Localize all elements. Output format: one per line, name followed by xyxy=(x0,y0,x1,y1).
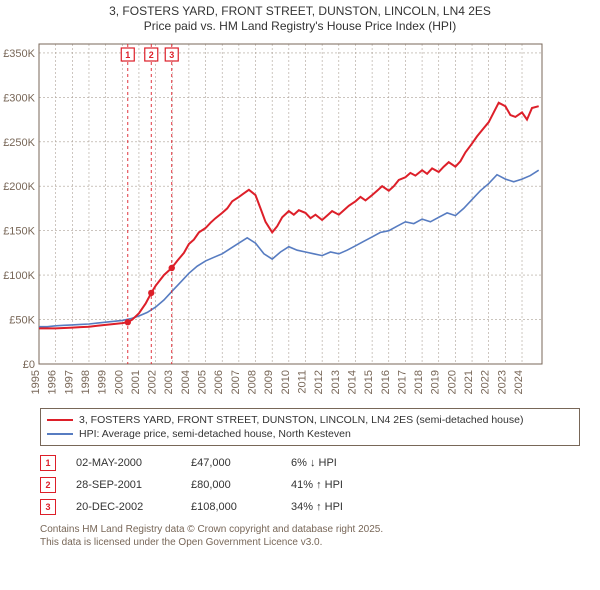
sale-date: 02-MAY-2000 xyxy=(76,457,171,469)
svg-text:1996: 1996 xyxy=(47,370,59,394)
svg-text:2022: 2022 xyxy=(480,370,492,394)
svg-text:2003: 2003 xyxy=(163,370,175,394)
sale-marker-number: 2 xyxy=(149,50,154,60)
sale-row: 3 20-DEC-2002 £108,000 34% ↑ HPI xyxy=(40,496,580,518)
sale-date: 20-DEC-2002 xyxy=(76,501,171,513)
svg-text:2020: 2020 xyxy=(446,370,458,394)
sales-table: 1 02-MAY-2000 £47,000 6% ↓ HPI 2 28-SEP-2001 £… xyxy=(40,452,580,518)
sale-diff: 41% ↑ HPI xyxy=(291,479,371,491)
sale-diff: 34% ↑ HPI xyxy=(291,501,371,513)
svg-text:2008: 2008 xyxy=(247,370,259,394)
svg-text:2019: 2019 xyxy=(430,370,442,394)
svg-text:£50K: £50K xyxy=(9,315,35,327)
svg-text:2013: 2013 xyxy=(330,370,342,394)
svg-text:2006: 2006 xyxy=(213,370,225,394)
legend-swatch xyxy=(47,419,73,421)
svg-text:2011: 2011 xyxy=(296,370,308,394)
sale-row: 2 28-SEP-2001 £80,000 41% ↑ HPI xyxy=(40,474,580,496)
legend-row: HPI: Average price, semi-detached house,… xyxy=(47,427,573,441)
sale-price: £108,000 xyxy=(191,501,271,513)
sale-marker-dot xyxy=(169,265,175,271)
legend-row: 3, FOSTERS YARD, FRONT STREET, DUNSTON, … xyxy=(47,413,573,427)
svg-text:1997: 1997 xyxy=(63,370,75,394)
svg-text:2009: 2009 xyxy=(263,370,275,394)
svg-text:2024: 2024 xyxy=(513,370,525,394)
sale-row: 1 02-MAY-2000 £47,000 6% ↓ HPI xyxy=(40,452,580,474)
svg-text:2017: 2017 xyxy=(396,370,408,394)
svg-text:2012: 2012 xyxy=(313,370,325,394)
svg-text:2023: 2023 xyxy=(496,370,508,394)
svg-text:2010: 2010 xyxy=(280,370,292,394)
legend: 3, FOSTERS YARD, FRONT STREET, DUNSTON, … xyxy=(40,408,580,446)
footer-attribution: Contains HM Land Registry data © Crown c… xyxy=(40,524,580,549)
sale-marker-number: 1 xyxy=(125,50,130,60)
chart-title: 3, FOSTERS YARD, FRONT STREET, DUNSTON, … xyxy=(0,0,600,34)
svg-text:2015: 2015 xyxy=(363,370,375,394)
price-chart: £0 £50K £100K £150K £200K £250K £300K £350K 1995… xyxy=(0,34,560,404)
sale-marker-box: 1 xyxy=(40,455,56,471)
svg-text:2018: 2018 xyxy=(413,370,425,394)
title-line2: Price paid vs. HM Land Registry's House … xyxy=(0,19,600,34)
sale-marker-number: 3 xyxy=(169,50,174,60)
svg-text:£0: £0 xyxy=(23,359,35,371)
sale-marker-box: 3 xyxy=(40,499,56,515)
legend-swatch xyxy=(47,433,73,435)
title-line1: 3, FOSTERS YARD, FRONT STREET, DUNSTON, … xyxy=(0,4,600,19)
sale-marker-box: 2 xyxy=(40,477,56,493)
svg-text:£200K: £200K xyxy=(3,181,35,193)
svg-text:2014: 2014 xyxy=(346,370,358,394)
sale-marker-dot xyxy=(125,319,131,325)
footer-line1: Contains HM Land Registry data © Crown c… xyxy=(40,524,580,537)
sale-diff: 6% ↓ HPI xyxy=(291,457,371,469)
legend-label: 3, FOSTERS YARD, FRONT STREET, DUNSTON, … xyxy=(79,414,523,426)
svg-text:1995: 1995 xyxy=(30,370,42,394)
footer-line2: This data is licensed under the Open Gov… xyxy=(40,537,580,550)
svg-text:2004: 2004 xyxy=(180,370,192,394)
svg-text:£300K: £300K xyxy=(3,92,35,104)
sale-marker-dot xyxy=(148,290,154,296)
sale-price: £47,000 xyxy=(191,457,271,469)
svg-text:£100K: £100K xyxy=(3,270,35,282)
svg-text:1998: 1998 xyxy=(80,370,92,394)
sale-price: £80,000 xyxy=(191,479,271,491)
svg-text:2001: 2001 xyxy=(130,370,142,394)
svg-text:1999: 1999 xyxy=(97,370,109,394)
svg-text:2000: 2000 xyxy=(113,370,125,394)
svg-text:2021: 2021 xyxy=(463,370,475,394)
svg-text:2007: 2007 xyxy=(230,370,242,394)
sale-date: 28-SEP-2001 xyxy=(76,479,171,491)
svg-text:£150K: £150K xyxy=(3,226,35,238)
legend-label: HPI: Average price, semi-detached house,… xyxy=(79,428,351,440)
svg-text:2016: 2016 xyxy=(380,370,392,394)
svg-text:2005: 2005 xyxy=(197,370,209,394)
svg-text:£250K: £250K xyxy=(3,137,35,149)
svg-text:2002: 2002 xyxy=(147,370,159,394)
svg-text:£350K: £350K xyxy=(3,48,35,60)
